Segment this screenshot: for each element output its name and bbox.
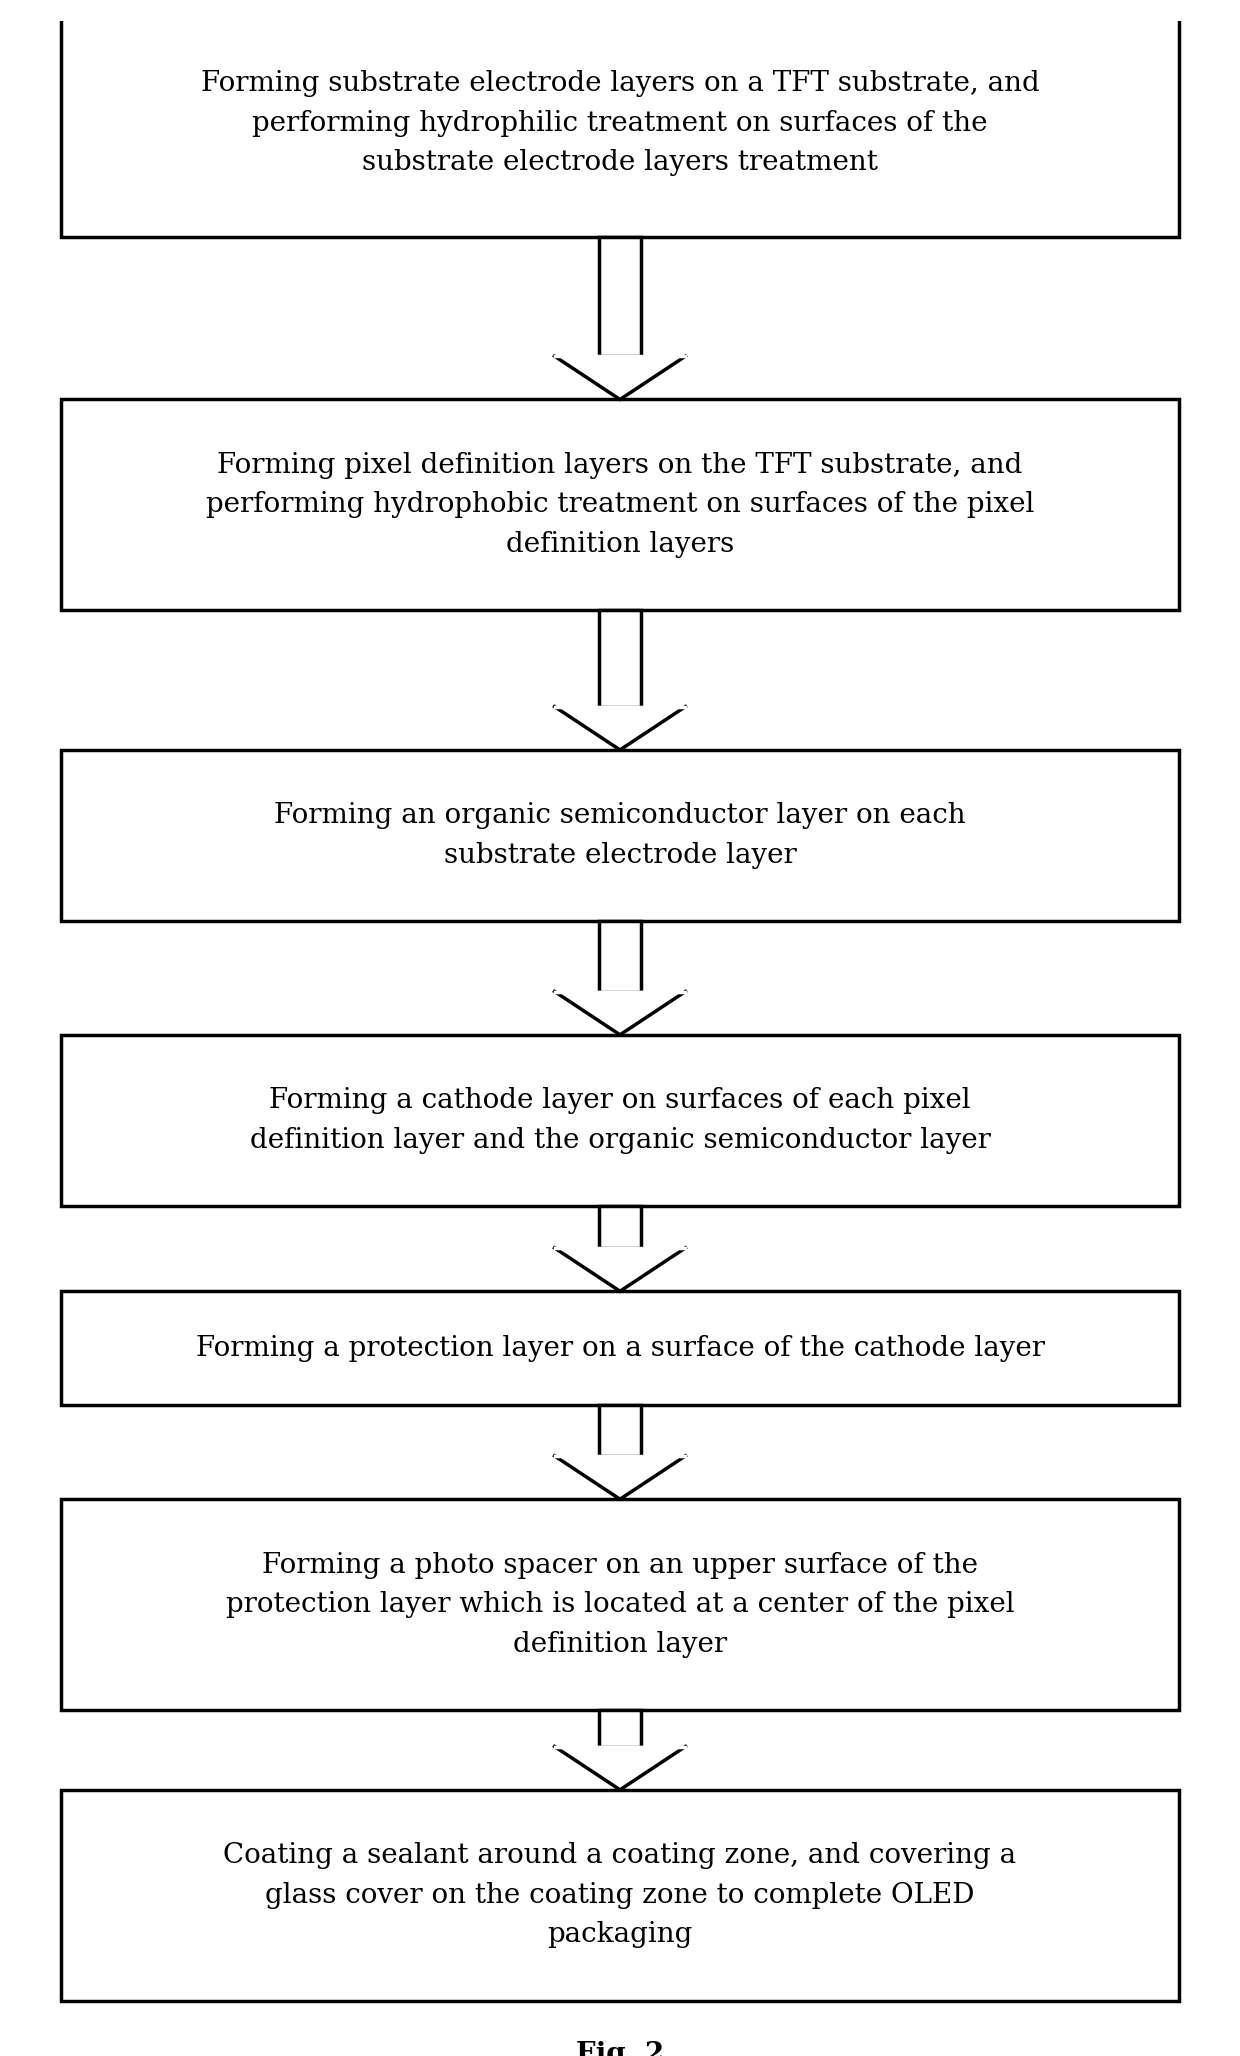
Text: Forming a protection layer on a surface of the cathode layer: Forming a protection layer on a surface … [196, 1334, 1044, 1361]
Bar [599, 236, 641, 356]
Text: Forming an organic semiconductor layer on each
substrate electrode layer: Forming an organic semiconductor layer o… [274, 802, 966, 870]
Text: Forming a cathode layer on surfaces of each pixel
definition layer and the organ: Forming a cathode layer on surfaces of e… [249, 1088, 991, 1153]
Bar [61, 750, 1179, 921]
Bar [599, 1205, 641, 1248]
Bar [61, 399, 1179, 611]
Bar [599, 1711, 641, 1746]
Polygon shape [554, 991, 686, 1034]
Text: Forming a photo spacer on an upper surface of the
protection layer which is loca: Forming a photo spacer on an upper surfa… [226, 1552, 1014, 1657]
Text: Coating a sealant around a coating zone, and covering a
glass cover on the coati: Coating a sealant around a coating zone,… [223, 1842, 1017, 1949]
Bar [599, 921, 641, 991]
Polygon shape [554, 707, 686, 750]
Bar [599, 611, 641, 707]
Bar [61, 1034, 1179, 1205]
Bar [61, 1499, 1179, 1711]
Polygon shape [554, 1746, 686, 1791]
Polygon shape [554, 356, 686, 399]
Polygon shape [554, 1456, 686, 1499]
Text: Forming pixel definition layers on the TFT substrate, and
performing hydrophobic: Forming pixel definition layers on the T… [206, 452, 1034, 557]
Text: Fig. 2: Fig. 2 [575, 2042, 665, 2056]
Bar [61, 1291, 1179, 1404]
Text: Forming substrate electrode layers on a TFT substrate, and
performing hydrophili: Forming substrate electrode layers on a … [201, 70, 1039, 177]
Bar [599, 1404, 641, 1456]
Bar [61, 1791, 1179, 2000]
Polygon shape [554, 1248, 686, 1291]
Bar [61, 8, 1179, 236]
